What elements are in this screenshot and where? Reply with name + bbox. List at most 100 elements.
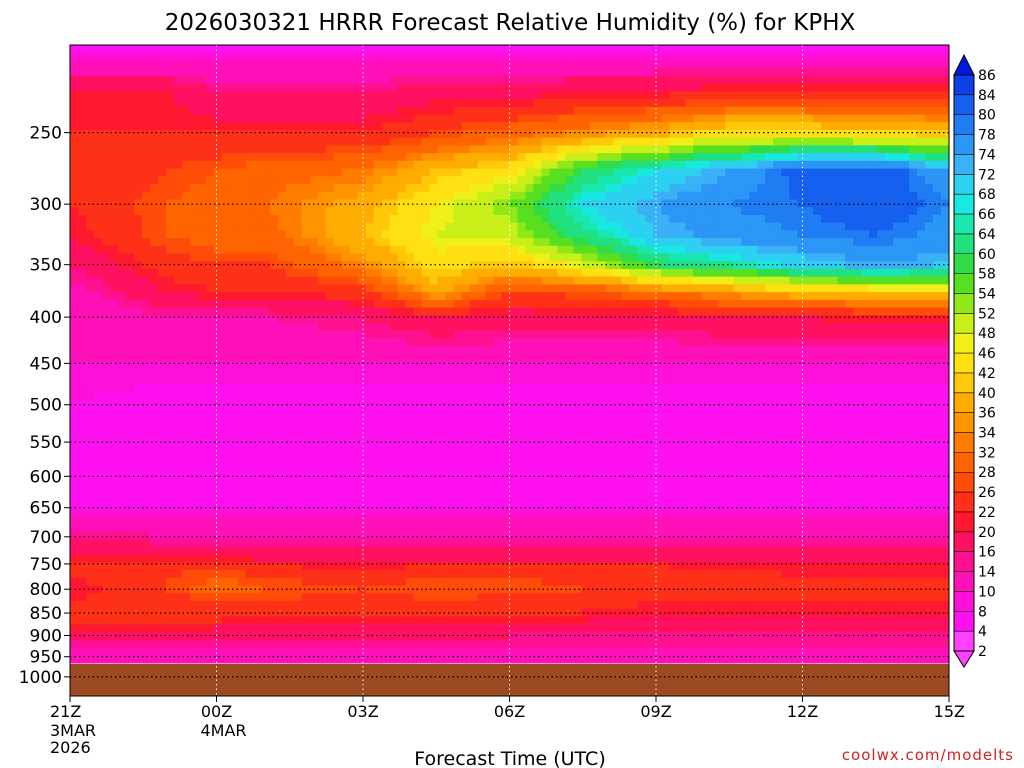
rh-cell <box>717 276 726 286</box>
rh-cell <box>301 199 311 208</box>
rh-cell <box>837 353 846 363</box>
rh-cell <box>261 129 271 139</box>
rh-cell <box>133 230 143 239</box>
rh-cell <box>789 160 798 170</box>
rh-cell <box>941 230 949 239</box>
rh-cell <box>117 99 127 108</box>
rh-cell <box>725 91 734 100</box>
rh-cell <box>317 230 327 239</box>
rh-cell <box>765 315 774 324</box>
rh-cell <box>197 99 207 108</box>
rh-cell <box>341 60 351 69</box>
rh-cell <box>765 222 774 231</box>
rh-cell <box>621 60 630 69</box>
rh-cell <box>709 52 718 62</box>
rh-cell <box>517 45 527 54</box>
rh-cell <box>461 52 471 62</box>
rh-cell <box>309 307 319 316</box>
rh-cell <box>837 191 846 201</box>
rh-cell <box>285 207 295 216</box>
rh-cell <box>197 353 207 363</box>
rh-cell <box>117 83 127 92</box>
rh-cell <box>589 114 598 123</box>
rh-cell <box>277 361 287 370</box>
rh-cell <box>517 75 527 85</box>
rh-cell <box>557 261 567 270</box>
rh-cell <box>533 384 543 394</box>
rh-cell <box>773 338 782 347</box>
rh-cell <box>469 168 479 177</box>
rh-cell <box>333 214 343 224</box>
rh-cell <box>525 284 535 293</box>
rh-cell <box>133 52 143 62</box>
rh-cell <box>173 160 183 170</box>
rh-cell <box>93 145 103 154</box>
rh-cell <box>813 369 822 378</box>
rh-cell <box>533 60 543 69</box>
rh-cell <box>629 238 638 247</box>
rh-cell <box>381 238 391 247</box>
rh-cell <box>109 214 119 224</box>
rh-cell <box>573 145 583 154</box>
rh-cell <box>933 137 942 146</box>
rh-cell <box>461 276 471 286</box>
rh-cell <box>941 176 949 185</box>
rh-cell <box>917 114 926 123</box>
rh-cell <box>685 99 694 108</box>
rh-cell <box>237 153 247 162</box>
rh-cell <box>669 52 678 62</box>
rh-cell <box>429 191 439 201</box>
rh-cell <box>621 83 630 92</box>
rh-cell <box>261 52 271 62</box>
rh-cell <box>437 160 447 170</box>
rh-cell <box>189 207 199 216</box>
rh-cell <box>653 145 662 154</box>
rh-cell <box>797 292 806 301</box>
rh-cell <box>373 129 383 139</box>
rh-cell <box>741 106 750 116</box>
rh-cell <box>229 75 239 85</box>
rh-cell <box>637 377 646 386</box>
rh-cell <box>789 261 798 270</box>
rh-cell <box>877 299 886 309</box>
rh-cell <box>605 315 614 324</box>
rh-cell <box>405 276 415 286</box>
rh-cell <box>261 75 271 85</box>
rh-cell <box>501 52 511 62</box>
rh-cell <box>573 184 583 193</box>
rh-cell <box>70 361 79 370</box>
rh-cell <box>70 245 79 255</box>
rh-cell <box>285 91 295 100</box>
rh-cell <box>213 45 223 54</box>
rh-cell <box>453 284 463 293</box>
rh-cell <box>741 284 750 293</box>
rh-cell <box>789 214 798 224</box>
rh-cell <box>597 129 606 139</box>
rh-cell <box>421 253 431 262</box>
rh-cell <box>525 222 535 231</box>
rh-cell <box>525 145 535 154</box>
rh-cell <box>101 253 111 262</box>
rh-cell <box>469 122 479 131</box>
rh-cell <box>93 45 103 54</box>
rh-cell <box>309 153 319 162</box>
rh-cell <box>501 99 511 108</box>
rh-cell <box>589 75 598 85</box>
rh-cell <box>925 60 934 69</box>
rh-cell <box>285 45 295 54</box>
rh-cell <box>869 238 878 247</box>
rh-cell <box>437 353 447 363</box>
rh-cell <box>549 253 559 262</box>
rh-cell <box>301 114 311 123</box>
rh-cell <box>341 292 351 301</box>
rh-cell <box>533 45 543 54</box>
rh-cell <box>765 346 774 355</box>
rh-cell <box>813 45 822 54</box>
rh-cell <box>461 230 471 239</box>
rh-cell <box>349 338 359 347</box>
rh-cell <box>501 222 511 231</box>
rh-cell <box>789 45 798 54</box>
rh-cell <box>205 330 215 340</box>
rh-cell <box>381 60 391 69</box>
rh-cell <box>509 284 519 293</box>
